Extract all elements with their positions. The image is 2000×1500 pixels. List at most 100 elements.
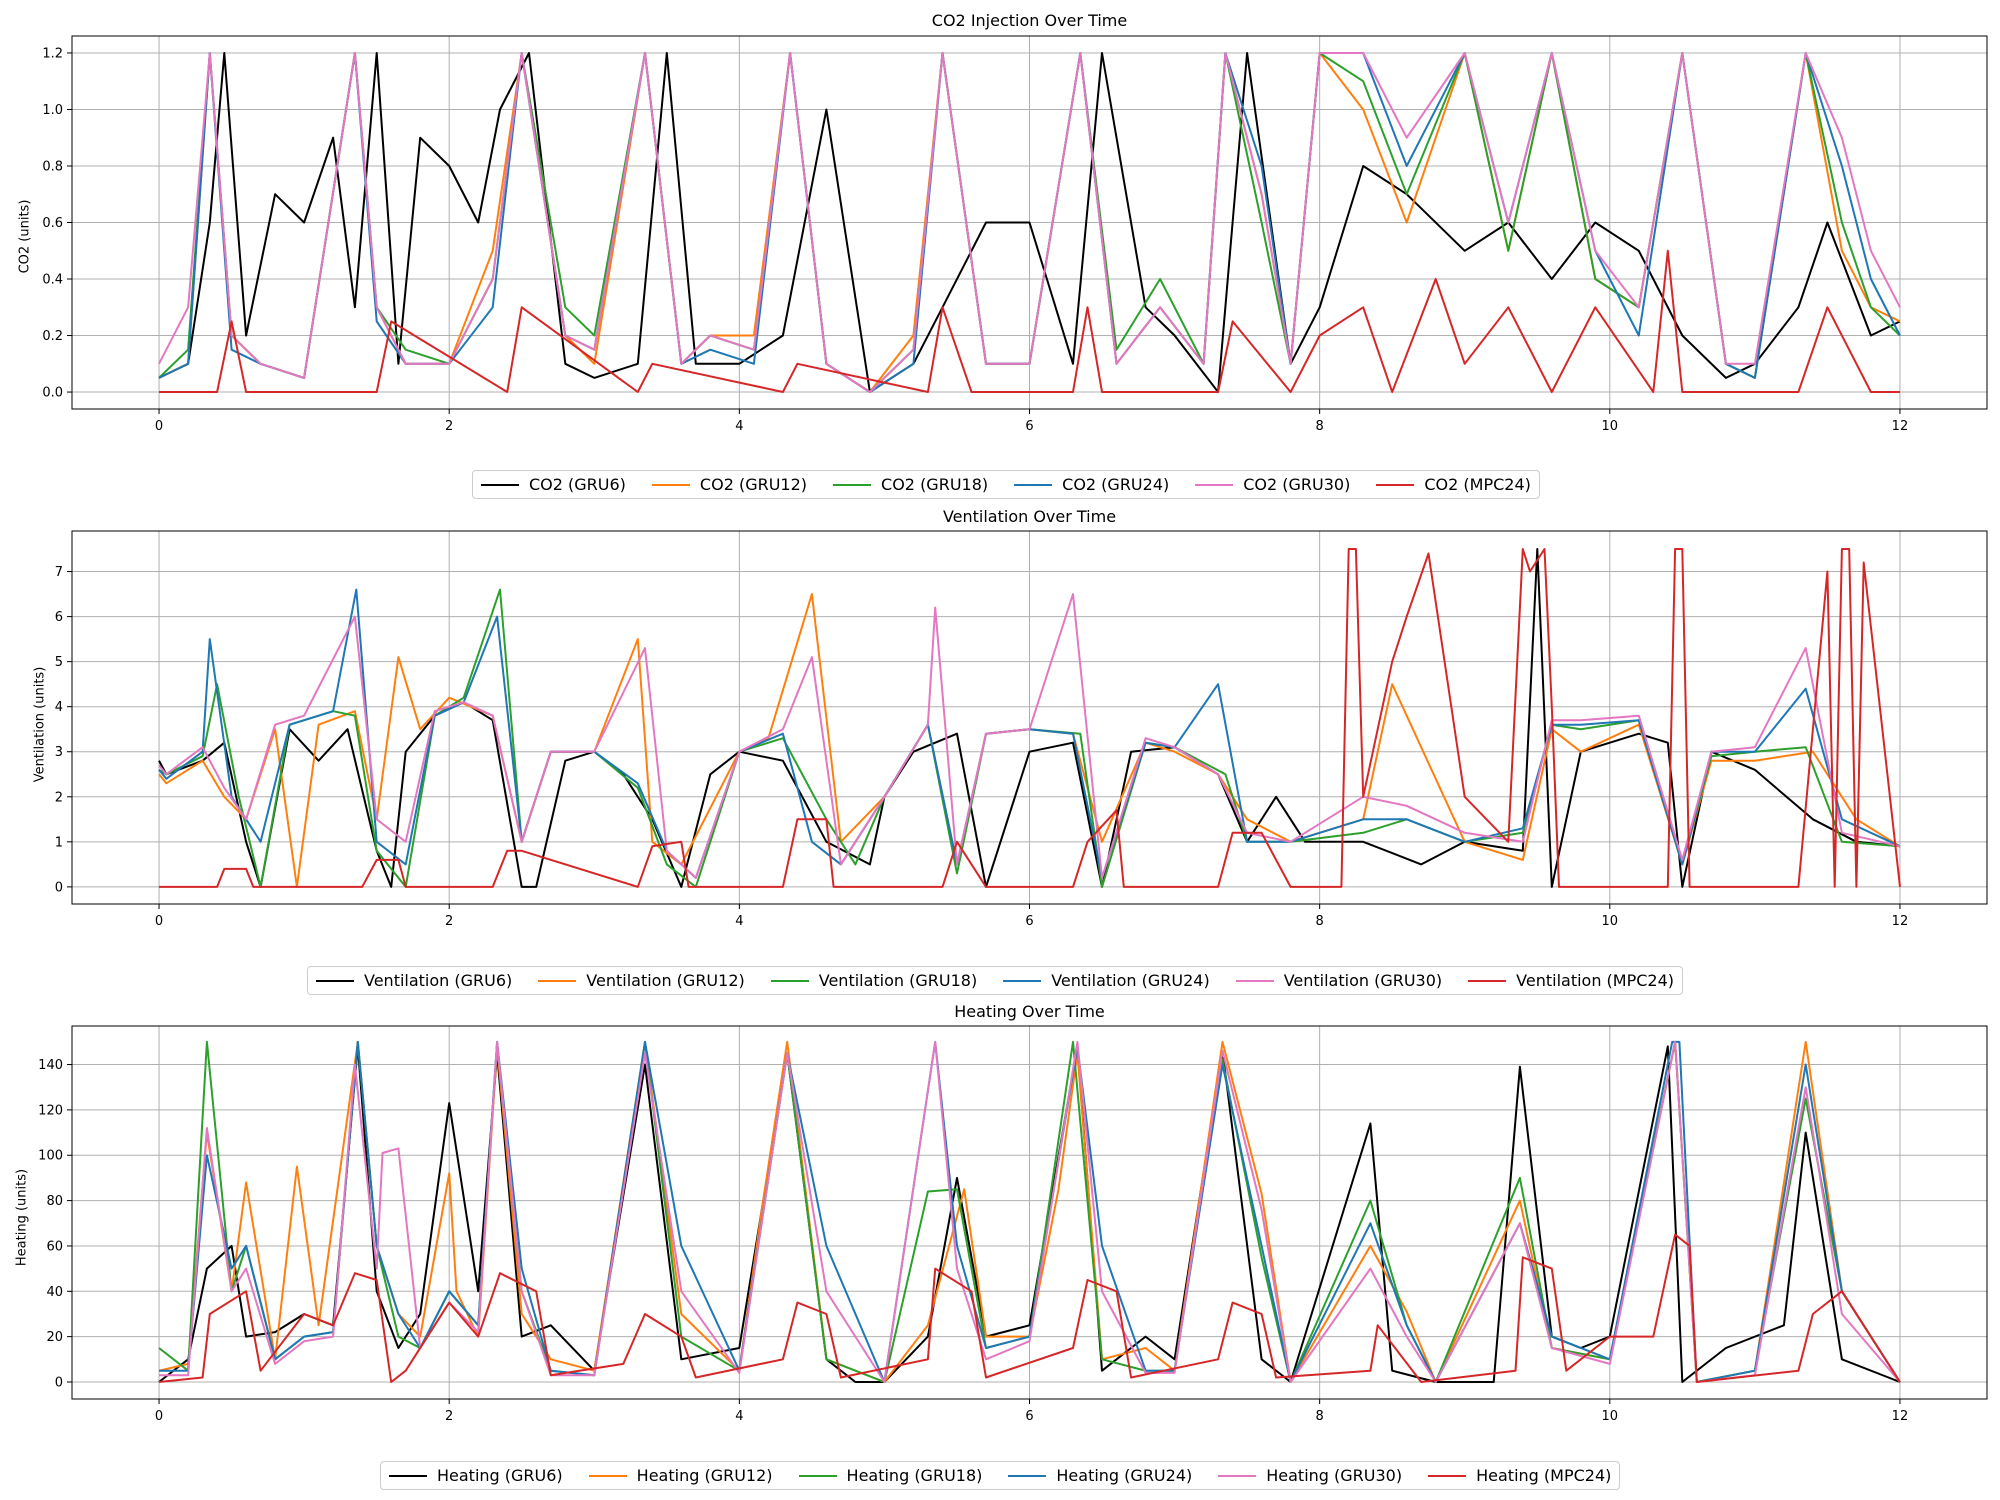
legend-item: CO2 (GRU24)	[1014, 475, 1169, 494]
x-tick-label: 6	[1025, 914, 1033, 929]
heating-legend: Heating (GRU6) Heating (GRU12) Heating (GR…	[380, 1461, 1621, 1490]
x-tick-label: 10	[1602, 419, 1619, 434]
x-tick-label: 0	[155, 1409, 163, 1424]
legend-swatch	[588, 1474, 627, 1477]
legend-item: Ventilation (GRU30)	[1235, 971, 1442, 990]
y-tick-label: 0	[55, 1375, 63, 1390]
series-line	[158, 1233, 1901, 1383]
legend-label: Ventilation (GRU24)	[1051, 971, 1210, 990]
legend-item: Heating (GRU24)	[1008, 1466, 1192, 1485]
legend-item: CO2 (GRU6)	[481, 475, 626, 494]
chart-title: Heating Over Time	[954, 1002, 1105, 1021]
legend-swatch	[798, 1474, 837, 1477]
legend-swatch	[1003, 979, 1042, 982]
x-tick-label: 4	[735, 1409, 743, 1424]
ventilation-panel: Ventilation Over Time Ventilation (units…	[33, 507, 1988, 995]
legend-item: Heating (MPC24)	[1428, 1466, 1611, 1485]
legend-swatch	[833, 483, 872, 486]
series-line	[158, 52, 1901, 393]
legend-swatch	[538, 979, 577, 982]
y-tick-label: 100	[38, 1149, 63, 1164]
legend-item: CO2 (GRU18)	[833, 475, 988, 494]
y-tick-label: 40	[46, 1285, 63, 1300]
y-tick-label: 0	[55, 880, 63, 895]
legend-item: Ventilation (GRU6)	[316, 971, 512, 990]
legend-label: Heating (GRU30)	[1266, 1466, 1403, 1485]
legend-label: CO2 (GRU18)	[881, 475, 989, 494]
y-tick-label: 140	[38, 1058, 63, 1073]
y-tick-label: 7	[55, 565, 63, 580]
legend-item: Heating (GRU12)	[588, 1466, 773, 1485]
y-tick-label: 6	[55, 610, 63, 625]
y-tick-label: 0.0	[42, 386, 63, 401]
y-tick-label: 80	[46, 1194, 63, 1209]
legend-swatch	[1195, 483, 1234, 486]
x-tick-label: 2	[445, 914, 453, 929]
legend-label: Ventilation (GRU6)	[364, 971, 513, 990]
y-tick-label: 20	[46, 1330, 63, 1345]
x-tick-label: 8	[1316, 914, 1324, 929]
y-tick-label: 120	[38, 1103, 63, 1118]
legend-swatch	[481, 483, 519, 486]
legend-label: Ventilation (GRU12)	[586, 971, 745, 990]
y-tick-label: 60	[46, 1239, 63, 1254]
legend-item: CO2 (GRU30)	[1195, 475, 1350, 494]
legend-item: CO2 (GRU12)	[651, 475, 808, 494]
legend-label: Heating (GRU18)	[846, 1466, 983, 1485]
chart-title: Ventilation Over Time	[942, 507, 1117, 526]
legend-swatch	[1235, 979, 1274, 982]
y-tick-label: 3	[55, 745, 63, 760]
legend-label: Heating (MPC24)	[1476, 1466, 1612, 1485]
legend-item: Ventilation (GRU24)	[1003, 971, 1210, 990]
legend-label: Ventilation (GRU18)	[818, 971, 978, 990]
legend-label: Ventilation (MPC24)	[1516, 971, 1675, 990]
x-tick-label: 0	[155, 914, 163, 929]
legend-label: Heating (GRU6)	[437, 1466, 563, 1485]
legend-item: Heating (GRU6)	[389, 1466, 563, 1485]
y-tick-label: 0.8	[42, 159, 63, 174]
x-tick-label: 8	[1316, 1409, 1324, 1424]
x-tick-label: 6	[1025, 1409, 1033, 1424]
y-tick-label: 1	[55, 835, 63, 850]
legend-label: Heating (GRU24)	[1056, 1466, 1193, 1485]
y-tick-label: 5	[55, 655, 63, 670]
x-tick-label: 12	[1892, 1409, 1909, 1424]
series-line	[159, 1040, 1901, 1383]
legend-item: Heating (GRU30)	[1218, 1466, 1402, 1485]
legend-label: CO2 (MPC24)	[1424, 475, 1531, 494]
legend-item: Ventilation (MPC24)	[1468, 971, 1674, 990]
legend-label: CO2 (GRU12)	[699, 475, 808, 494]
legend-item: Heating (GRU18)	[798, 1466, 983, 1485]
legend-swatch	[1008, 1474, 1047, 1477]
legend-item: Ventilation (GRU18)	[770, 971, 978, 990]
legend-item: CO2 (MPC24)	[1376, 475, 1531, 494]
legend-swatch	[1468, 979, 1507, 982]
x-tick-label: 12	[1892, 914, 1909, 929]
x-tick-label: 2	[445, 1409, 453, 1424]
legend-item: Ventilation (GRU12)	[538, 971, 745, 990]
legend-swatch	[1428, 1474, 1467, 1477]
legend-swatch	[389, 1474, 427, 1477]
x-tick-label: 0	[155, 419, 163, 434]
x-tick-label: 6	[1025, 419, 1033, 434]
x-tick-label: 2	[445, 419, 453, 434]
series-line	[159, 249, 1900, 393]
legend-label: Heating (GRU12)	[636, 1466, 773, 1485]
chart-title: CO2 Injection Over Time	[931, 11, 1128, 30]
y-tick-label: 2	[55, 790, 63, 805]
x-tick-label: 4	[735, 914, 743, 929]
x-tick-label: 8	[1316, 419, 1324, 434]
y-tick-label: 1.2	[42, 46, 63, 61]
x-tick-label: 10	[1602, 1409, 1619, 1424]
y-tick-label: 0.2	[42, 329, 63, 344]
y-tick-label: 0.4	[42, 273, 63, 288]
co2-chart: 0 2 4 6 8 10 12 0.0 0.2 0.4 0.6 0.8 1.0 1.2	[42, 35, 1988, 434]
y-tick-label: 1.0	[42, 103, 63, 118]
legend-swatch	[1376, 483, 1415, 486]
legend-swatch	[770, 979, 809, 982]
legend-label: CO2 (GRU6)	[529, 475, 626, 494]
y-tick-label: 4	[55, 700, 63, 715]
